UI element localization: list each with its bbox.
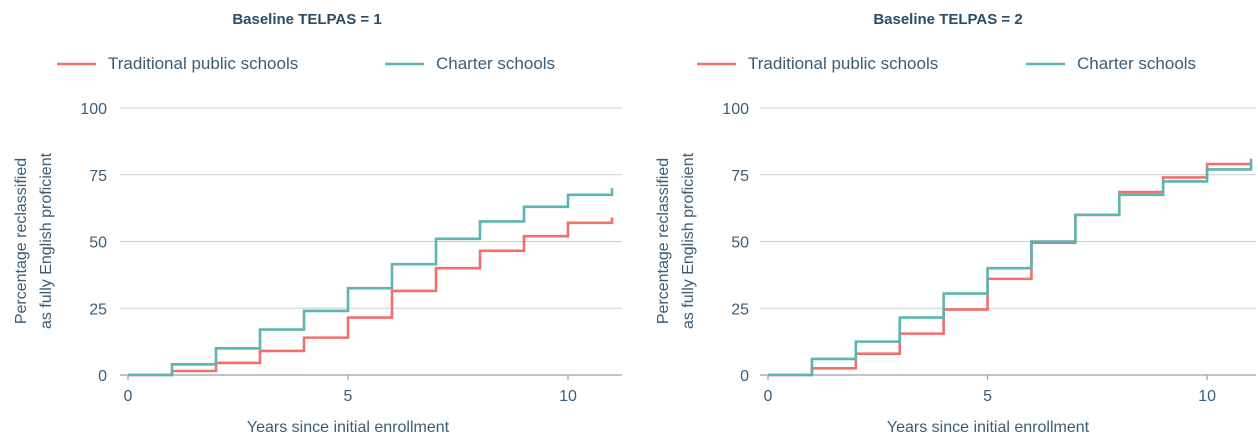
series-lines [128, 188, 614, 377]
legend-label-charter: Charter schools [436, 54, 555, 73]
y-tick-0: 0 [740, 368, 749, 385]
y-tick-50: 50 [89, 235, 107, 252]
chart-title: Baseline TELPAS = 1 [232, 11, 381, 28]
x-axis-label: Years since initial enrollment [247, 419, 450, 436]
series-lines [768, 158, 1253, 377]
gridlines [120, 107, 622, 376]
y-tick-labels: 0 25 50 75 100 [722, 101, 749, 385]
y-axis-label-line-2: as fully English proficient [680, 152, 697, 329]
legend-label-traditional: Traditional public schools [108, 54, 298, 73]
legend: Traditional public schools Charter schoo… [697, 54, 1196, 73]
y-tick-25: 25 [731, 301, 749, 318]
x-tick-5: 5 [344, 388, 353, 405]
chart-title: Baseline TELPAS = 2 [873, 11, 1022, 28]
legend: Traditional public schools Charter schoo… [57, 54, 555, 73]
x-axis-label: Years since initial enrollment [887, 419, 1090, 436]
chart-panel-telpas-1: Baseline TELPAS = 1 Traditional public s… [13, 11, 622, 436]
x-tick-10: 10 [1198, 388, 1216, 405]
x-tick-labels: 0 5 10 [124, 375, 577, 405]
y-tick-labels: 0 25 50 75 100 [80, 101, 107, 385]
series-traditional-public-schools [128, 217, 614, 377]
y-axis-label-line-2: as fully English proficient [38, 152, 55, 329]
legend-label-charter: Charter schools [1077, 54, 1196, 73]
y-tick-25: 25 [89, 301, 107, 318]
y-axis-label-line-1: Percentage reclassified [655, 158, 672, 324]
y-tick-100: 100 [722, 101, 749, 118]
series-charter-schools [768, 158, 1253, 377]
y-tick-0: 0 [98, 368, 107, 385]
y-tick-50: 50 [731, 235, 749, 252]
x-tick-labels: 0 5 10 [764, 375, 1216, 405]
x-tick-0: 0 [764, 388, 773, 405]
x-tick-5: 5 [983, 388, 992, 405]
y-axis-label: Percentage reclassified as fully English… [655, 152, 697, 329]
gridlines [760, 107, 1256, 376]
y-tick-75: 75 [731, 168, 749, 185]
y-axis-label: Percentage reclassified as fully English… [13, 152, 55, 329]
y-tick-100: 100 [80, 101, 107, 118]
chart-panel-telpas-2: Baseline TELPAS = 2 Traditional public s… [655, 11, 1256, 436]
series-charter-schools [128, 188, 614, 377]
x-tick-0: 0 [124, 388, 133, 405]
y-tick-75: 75 [89, 168, 107, 185]
x-tick-10: 10 [559, 388, 577, 405]
legend-label-traditional: Traditional public schools [748, 54, 938, 73]
y-axis-label-line-1: Percentage reclassified [13, 158, 30, 324]
